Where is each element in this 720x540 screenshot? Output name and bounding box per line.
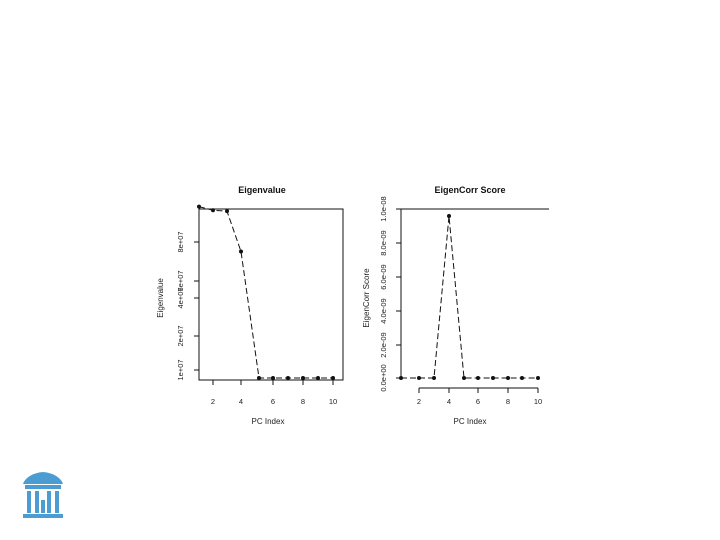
eigenvalue-x-tick-label: 8 xyxy=(301,397,305,406)
eigencorr-data-point xyxy=(462,376,466,380)
eigencorr-x-tick-label: 10 xyxy=(534,397,542,406)
eigenvalue-data-point xyxy=(316,376,320,380)
eigencorr-x-tick-label: 6 xyxy=(476,397,480,406)
well-icon xyxy=(23,472,63,518)
eigenvalue-x-ticks: 2 4 6 8 10 xyxy=(211,380,337,406)
eigenvalue-y-axis-title: Eigenvalue xyxy=(156,278,165,318)
eigenvalue-data-point xyxy=(225,209,229,214)
eigencorr-data-point xyxy=(491,376,495,380)
eigencorr-y-axis-title: EigenCorr Score xyxy=(362,268,371,328)
university-well-logo xyxy=(23,472,63,518)
eigenvalue-y-tick-label: 8e+07 xyxy=(176,231,185,252)
eigencorr-x-tick-label: 2 xyxy=(417,397,421,406)
eigenvalue-title: Eigenvalue xyxy=(238,185,286,195)
eigenvalue-data-point xyxy=(271,376,275,380)
eigenvalue-x-axis-title: PC Index xyxy=(252,417,285,426)
eigencorr-data-point xyxy=(432,376,436,380)
eigencorr-data-point xyxy=(399,376,403,380)
eigencorr-title: EigenCorr Score xyxy=(434,185,505,195)
eigencorr-y-tick-label: 4.0e-09 xyxy=(379,298,388,323)
eigencorr-data-point xyxy=(536,376,540,380)
eigenvalue-y-tick-label: 1e+07 xyxy=(176,359,185,380)
eigencorr-data-point xyxy=(476,376,480,380)
eigenvalue-y-tick-label: 6e+07 xyxy=(176,270,185,291)
eigencorr-x-ticks: 2 4 6 8 10 xyxy=(417,388,542,406)
eigencorr-panel: EigenCorr Score 0.0e+00 2.0e-09 4.0e-09 6.0… xyxy=(362,185,549,426)
eigenvalue-series-line xyxy=(198,206,333,379)
eigencorr-series-line xyxy=(401,215,538,379)
eigencorr-x-axis-title: PC Index xyxy=(454,417,487,426)
eigencorr-data-point xyxy=(417,376,421,380)
eigencorr-data-point xyxy=(520,376,524,380)
eigenvalue-data-point xyxy=(197,204,201,209)
eigenvalue-data-point xyxy=(211,208,215,213)
eigenvalue-y-tick-label: 4e+07 xyxy=(176,287,185,308)
eigencorr-y-tick-label: 0.0e+00 xyxy=(379,364,388,391)
eigencorr-y-tick-label: 8.0e-09 xyxy=(379,230,388,255)
eigenvalue-plot-frame xyxy=(198,208,344,381)
eigencorr-y-tick-label: 1.0e-08 xyxy=(379,196,388,221)
eigenvalue-y-tick-label: 2e+07 xyxy=(176,325,185,346)
eigenvalue-x-tick-label: 6 xyxy=(271,397,275,406)
eigenvalue-data-point xyxy=(301,376,305,380)
eigenvalue-x-tick-label: 10 xyxy=(329,397,337,406)
eigenvalue-points xyxy=(197,204,335,380)
eigencorr-y-tick-label: 2.0e-09 xyxy=(379,332,388,357)
eigenvalue-data-point xyxy=(239,249,243,254)
eigencorr-y-ticks: 0.0e+00 2.0e-09 4.0e-09 6.0e-09 8.0e-09 1.0e-… xyxy=(379,196,401,392)
eigencorr-points xyxy=(399,214,540,380)
eigencorr-y-tick-label: 6.0e-09 xyxy=(379,264,388,289)
eigenvalue-data-point xyxy=(331,376,335,380)
eigenvalue-x-tick-label: 4 xyxy=(239,397,243,406)
eigencorr-data-point xyxy=(506,376,510,380)
eigencorr-data-point xyxy=(447,214,451,218)
eigencorr-x-tick-label: 4 xyxy=(447,397,451,406)
eigencorr-x-tick-label: 8 xyxy=(506,397,510,406)
eigenvalue-data-point xyxy=(286,376,290,380)
eigenvalue-data-point xyxy=(257,376,261,380)
eigenvalue-x-tick-label: 2 xyxy=(211,397,215,406)
